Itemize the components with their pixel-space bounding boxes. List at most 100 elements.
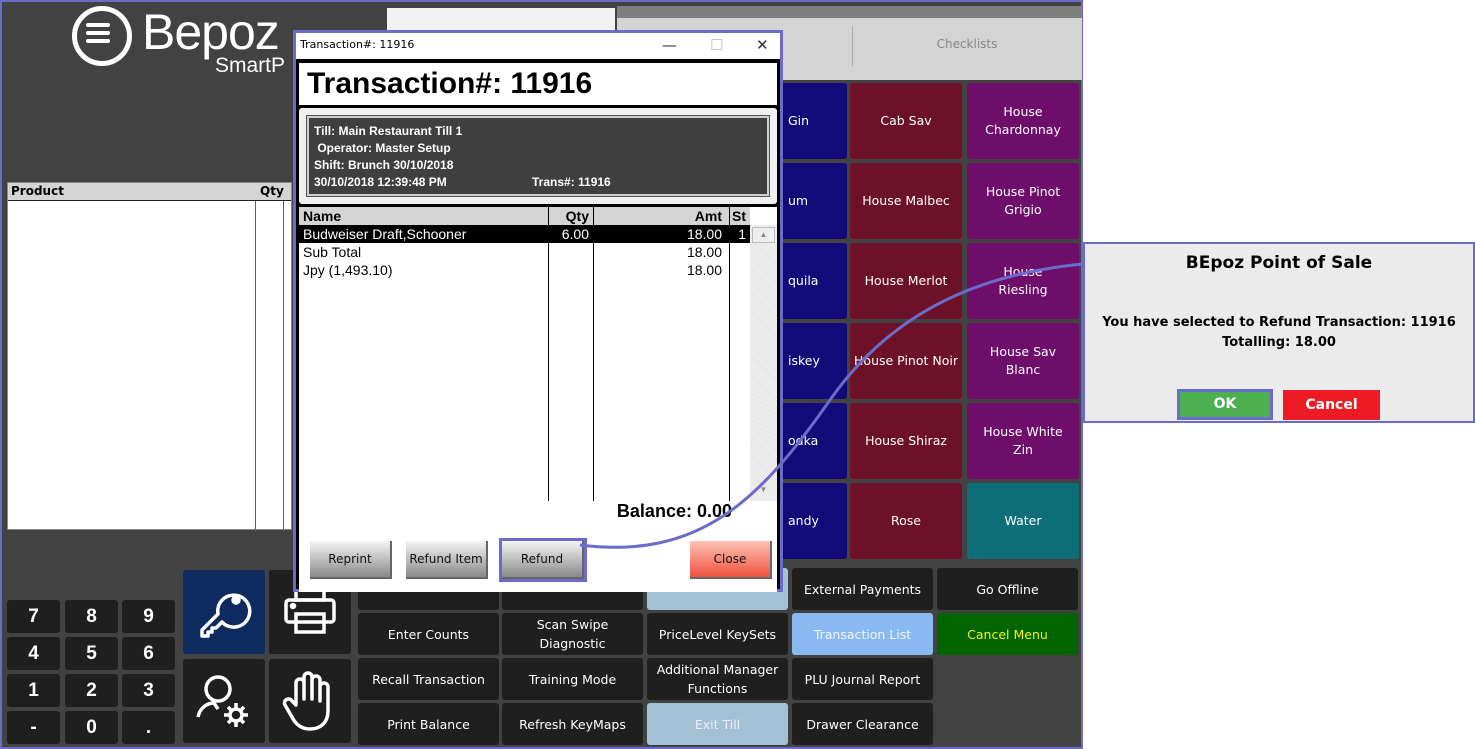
cancel-button[interactable]: Cancel bbox=[1283, 390, 1380, 420]
numpad-key[interactable]: . bbox=[122, 711, 175, 744]
product-button[interactable]: House Riesling bbox=[967, 243, 1079, 319]
col-st: St bbox=[732, 208, 746, 224]
product-button[interactable]: House Pinot Noir bbox=[850, 323, 962, 399]
row-st: 1 bbox=[738, 226, 746, 242]
table-row[interactable]: Jpy (1,493.10) 18.00 bbox=[299, 261, 750, 279]
column-divider bbox=[255, 201, 256, 531]
product-button[interactable]: House Shiraz bbox=[850, 403, 962, 479]
product-button[interactable]: Rose bbox=[850, 483, 962, 559]
column-divider bbox=[729, 207, 730, 501]
function-button[interactable]: PLU Journal Report bbox=[792, 658, 933, 700]
numpad-key[interactable]: 7 bbox=[7, 600, 60, 633]
hand-icon bbox=[282, 671, 330, 731]
datetime-info: 30/10/2018 12:39:48 PM bbox=[314, 175, 447, 189]
window-title: Transaction#: 11916 bbox=[300, 38, 415, 51]
tab-checklists[interactable]: Checklists bbox=[936, 37, 998, 51]
product-button[interactable]: House Pinot Grigio bbox=[967, 163, 1079, 239]
product-button[interactable]: House White Zin bbox=[967, 403, 1079, 479]
user-settings-button[interactable] bbox=[183, 659, 265, 743]
numpad-key[interactable]: 0 bbox=[65, 711, 118, 744]
product-button[interactable]: House Malbec bbox=[850, 163, 962, 239]
numpad-key[interactable]: 4 bbox=[7, 637, 60, 670]
function-button[interactable]: PriceLevel KeySets bbox=[647, 613, 788, 655]
product-button[interactable]: Water bbox=[967, 483, 1079, 559]
product-button[interactable]: House Merlot bbox=[850, 243, 962, 319]
product-list-header: Product Qty bbox=[8, 183, 291, 201]
function-button[interactable]: Training Mode bbox=[502, 658, 643, 700]
col-qty: Qty bbox=[565, 208, 589, 224]
logo-text: Bepoz bbox=[142, 4, 280, 60]
function-button[interactable]: Drawer Clearance bbox=[792, 703, 933, 745]
numpad-key[interactable]: - bbox=[7, 711, 60, 744]
numpad-key[interactable]: 1 bbox=[7, 674, 60, 707]
key-icon bbox=[200, 593, 252, 638]
transaction-dialog: Transaction#: 11916 — ☐ ✕ Transaction#: … bbox=[293, 30, 783, 592]
numpad-key[interactable]: 8 bbox=[65, 600, 118, 633]
refund-item-button[interactable]: Refund Item bbox=[406, 541, 488, 579]
reprint-button[interactable]: Reprint bbox=[310, 541, 392, 579]
numpad-key[interactable]: 6 bbox=[122, 637, 175, 670]
balance-text: Balance: 0.00 bbox=[616, 501, 732, 521]
close-button[interactable]: Close bbox=[690, 541, 772, 579]
numpad-key[interactable]: 2 bbox=[65, 674, 118, 707]
product-button[interactable]: House Chardonnay bbox=[967, 83, 1079, 159]
col-amt: Amt bbox=[694, 208, 722, 224]
grid-header: Name Qty Amt St bbox=[299, 207, 750, 225]
balance-area: Balance: 0.00 Reprint Refund Item Refund… bbox=[299, 501, 777, 592]
dialog-titlebar: Transaction#: 11916 — ☐ ✕ bbox=[296, 33, 780, 59]
user-settings-icon bbox=[196, 675, 248, 727]
function-button[interactable]: External Payments bbox=[792, 568, 933, 610]
scroll-down-icon[interactable]: ▼ bbox=[759, 485, 768, 494]
key-button[interactable] bbox=[183, 570, 265, 654]
grid-scrollbar[interactable]: ▲ ▼ bbox=[750, 225, 777, 501]
function-button[interactable]: Refresh KeyMaps bbox=[502, 703, 643, 745]
scroll-up-icon[interactable]: ▲ bbox=[752, 227, 775, 243]
numpad-key[interactable]: 9 bbox=[122, 600, 175, 633]
confirm-message: You have selected to Refund Transaction:… bbox=[1085, 313, 1473, 353]
refund-button[interactable]: Refund bbox=[499, 538, 587, 582]
column-divider bbox=[548, 207, 549, 501]
top-strip bbox=[617, 6, 1082, 18]
confirm-message-line1: You have selected to Refund Transaction:… bbox=[1102, 315, 1456, 330]
numpad-key[interactable]: 5 bbox=[65, 637, 118, 670]
ok-button[interactable]: OK bbox=[1177, 389, 1273, 420]
menu-icon[interactable] bbox=[72, 6, 132, 66]
function-button[interactable]: Exit Till bbox=[647, 703, 788, 745]
transaction-heading: Transaction#: 11916 bbox=[299, 63, 777, 105]
tab-divider bbox=[852, 26, 853, 66]
trans-number-info: Trans#: 11916 bbox=[532, 175, 611, 189]
function-button[interactable]: Transaction List bbox=[792, 613, 933, 655]
confirm-title: BEpoz Point of Sale bbox=[1185, 253, 1373, 273]
product-button[interactable]: House Sav Blanc bbox=[967, 323, 1079, 399]
minimize-icon[interactable]: — bbox=[662, 36, 677, 54]
close-icon[interactable]: ✕ bbox=[756, 36, 769, 54]
bepoz-logo: Bepoz SmartP bbox=[72, 4, 287, 84]
row-qty: 6.00 bbox=[561, 226, 589, 242]
operator-info: Operator: Master Setup bbox=[314, 141, 451, 155]
function-button[interactable]: Enter Counts bbox=[358, 613, 499, 655]
function-button[interactable]: Recall Transaction bbox=[358, 658, 499, 700]
col-product: Product bbox=[11, 184, 64, 198]
column-divider bbox=[593, 207, 594, 501]
function-button[interactable]: Additional Manager Functions bbox=[647, 658, 788, 700]
shift-info: Shift: Brunch 30/10/2018 bbox=[314, 158, 454, 172]
function-button[interactable]: Cancel Menu bbox=[937, 613, 1078, 655]
info-panel: Till: Main Restaurant Till 1 Operator: M… bbox=[299, 108, 777, 204]
table-row[interactable]: Budweiser Draft,Schooner 6.00 18.00 1 bbox=[299, 225, 750, 243]
numpad-key[interactable]: 3 bbox=[122, 674, 175, 707]
transaction-info: Till: Main Restaurant Till 1 Operator: M… bbox=[306, 115, 770, 197]
transaction-grid: Name Qty Amt St Budweiser Draft,Schooner… bbox=[299, 207, 777, 501]
row-name: Sub Total bbox=[303, 244, 362, 260]
maximize-icon[interactable]: ☐ bbox=[710, 36, 724, 54]
product-button[interactable]: Cab Sav bbox=[850, 83, 962, 159]
column-divider bbox=[283, 201, 284, 531]
hand-button[interactable] bbox=[269, 659, 351, 743]
function-button[interactable]: Go Offline bbox=[937, 568, 1078, 610]
table-row[interactable]: Sub Total 18.00 bbox=[299, 243, 750, 261]
row-name: Budweiser Draft,Schooner bbox=[303, 226, 467, 242]
row-amt: 18.00 bbox=[686, 226, 722, 242]
function-button[interactable]: Scan Swipe Diagnostic bbox=[502, 613, 643, 655]
product-list: Product Qty bbox=[7, 182, 292, 531]
function-button[interactable]: Print Balance bbox=[358, 703, 499, 745]
col-name: Name bbox=[303, 208, 342, 224]
